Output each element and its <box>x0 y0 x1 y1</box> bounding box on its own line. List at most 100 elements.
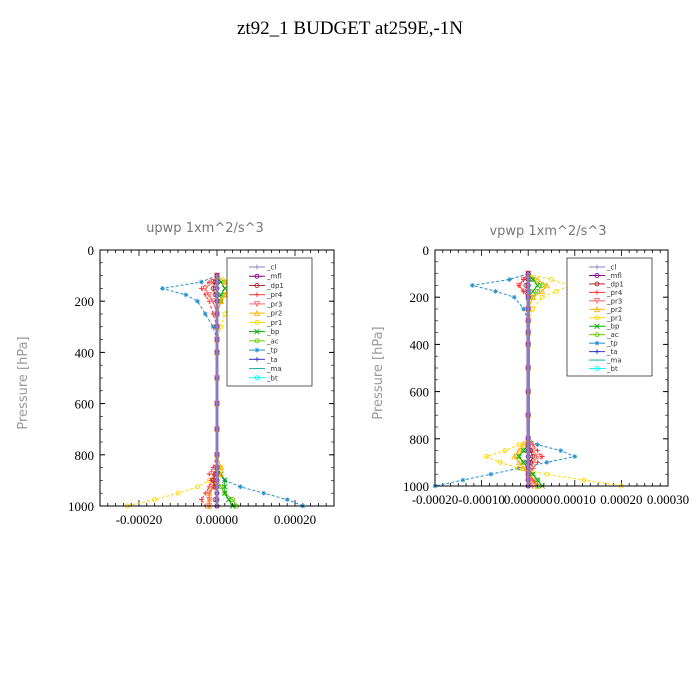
data-point <box>530 277 536 282</box>
data-point <box>214 497 220 502</box>
data-point <box>210 484 217 491</box>
data-point <box>214 375 220 381</box>
data-point <box>238 484 243 490</box>
data-point <box>202 292 208 298</box>
legend-box <box>226 257 313 387</box>
legend: _cl_mfl_dp1_pr4_pr3_pr2_pr1_bp_ac_tp_ta_… <box>566 257 653 377</box>
plot-frame <box>99 249 335 507</box>
data-point <box>183 292 189 298</box>
y-tick-label: 600 <box>75 397 95 412</box>
data-point <box>217 297 224 304</box>
data-point <box>515 459 522 466</box>
data-point <box>214 286 220 291</box>
data-point <box>520 441 527 448</box>
data-point <box>525 306 531 312</box>
legend-marker <box>254 264 260 270</box>
x-tick-label: 0.00020 <box>600 492 642 507</box>
x-tick-label: 0.00020 <box>274 512 316 527</box>
legend: _cl_mfl_dp1_pr4_pr3_pr2_pr1_bp_ac_tp_ta_… <box>226 257 313 387</box>
data-point <box>535 460 540 465</box>
legend-marker <box>594 281 600 287</box>
legend-marker <box>594 366 600 371</box>
data-point <box>529 459 536 466</box>
legend-entry: _pr1 <box>266 319 282 327</box>
data-point <box>206 471 212 477</box>
legend-entry: _mfl <box>606 272 622 280</box>
data-point <box>572 454 578 459</box>
series-line-tp <box>434 273 577 487</box>
data-point <box>214 337 220 342</box>
data-point <box>534 453 541 460</box>
data-point <box>525 465 531 471</box>
data-point <box>553 288 559 294</box>
y-tick-label: 600 <box>410 385 430 400</box>
data-point <box>225 496 232 503</box>
data-point <box>284 497 290 502</box>
legend-entry: _ma <box>266 365 282 373</box>
data-point <box>521 306 526 312</box>
legend-entry: _bt <box>606 365 618 373</box>
data-point <box>525 442 531 448</box>
legend-marker <box>254 283 260 288</box>
data-point <box>483 454 489 459</box>
legend-marker <box>254 292 260 298</box>
y-tick-label: 400 <box>75 345 95 360</box>
legend-entry: _bt <box>266 374 278 382</box>
data-point <box>521 448 526 454</box>
data-point <box>214 484 220 490</box>
legend-entry: _ma <box>606 357 622 365</box>
data-point <box>520 447 527 454</box>
chart-panel-1: upwp 1xm^2/s^3 Pressure [hPa] 0 200 400 600 80… <box>16 221 335 527</box>
data-point <box>529 447 536 454</box>
data-point <box>534 276 541 283</box>
chart-title: vpwp 1xm^2/s^3 <box>489 224 606 239</box>
data-point <box>206 490 213 497</box>
data-point <box>160 286 165 291</box>
data-point <box>217 464 224 471</box>
data-point <box>558 448 564 453</box>
data-point <box>530 454 536 459</box>
data-point <box>535 448 540 453</box>
data-point <box>217 470 224 477</box>
x-tick-label: 0.00010 <box>554 492 596 507</box>
data-point <box>539 294 545 300</box>
legend-marker <box>594 323 600 329</box>
data-point <box>214 471 220 477</box>
data-point <box>520 465 527 472</box>
y-tick-label: 0 <box>88 243 95 258</box>
legend-marker <box>254 375 260 381</box>
legend-entry: _pr4 <box>606 289 623 297</box>
data-point <box>534 477 541 483</box>
data-point <box>525 277 531 282</box>
data-point <box>222 490 228 496</box>
legend-entry: _cl <box>606 264 616 272</box>
data-point <box>230 497 236 503</box>
legend-box <box>566 257 653 377</box>
data-point <box>529 293 536 300</box>
data-point <box>195 484 200 490</box>
data-point <box>525 318 531 324</box>
legend-entry: _dp1 <box>266 282 284 290</box>
data-point <box>525 294 531 300</box>
data-point <box>516 453 522 460</box>
data-point <box>525 342 531 347</box>
data-point <box>525 436 531 442</box>
data-point <box>525 365 531 371</box>
legend-entry: _dp1 <box>606 280 624 288</box>
chart-title: upwp 1xm^2/s^3 <box>146 221 264 236</box>
data-point <box>535 477 540 483</box>
data-point <box>581 477 587 483</box>
data-point <box>535 442 540 448</box>
legend-marker <box>593 306 601 313</box>
data-point <box>525 330 531 335</box>
legend-marker <box>254 273 260 279</box>
legend-entry: _ac <box>266 337 279 345</box>
y-tick-label: 800 <box>410 432 430 447</box>
data-point <box>543 282 550 289</box>
data-point <box>175 490 181 496</box>
y-axis-label: Pressure [hPa] <box>371 326 386 419</box>
data-point <box>221 291 228 298</box>
legend-marker <box>254 319 260 325</box>
legend-marker <box>594 264 600 270</box>
